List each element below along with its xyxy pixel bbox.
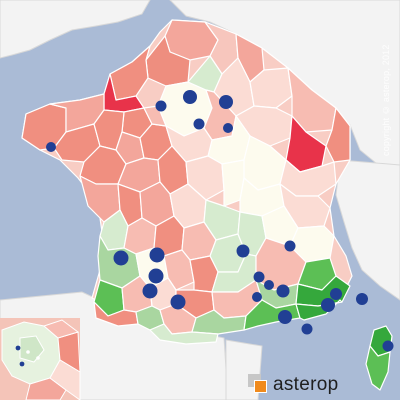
city-marker[interactable]	[149, 247, 165, 263]
city-marker[interactable]	[301, 323, 313, 335]
city-marker[interactable]	[219, 95, 233, 109]
city-marker[interactable]	[46, 142, 56, 152]
city-marker[interactable]	[264, 280, 274, 290]
city-marker[interactable]	[284, 240, 296, 252]
copyright-text: copyright © asterop, 2012	[381, 44, 391, 156]
region-ariege-aude	[149, 323, 219, 345]
asterop-logo-icon	[248, 374, 268, 394]
brand-name: asterop	[273, 373, 339, 395]
inset-region-d	[25, 377, 67, 400]
city-marker[interactable]	[223, 123, 233, 133]
inset-map[interactable]	[0, 318, 81, 400]
city-markers	[46, 90, 394, 352]
city-marker[interactable]	[278, 310, 292, 324]
inset-region-c	[43, 319, 80, 339]
inset-marker[interactable]	[19, 361, 25, 367]
city-marker[interactable]	[253, 271, 265, 283]
city-marker[interactable]	[113, 250, 129, 266]
city-marker[interactable]	[142, 283, 158, 299]
city-marker[interactable]	[236, 244, 250, 258]
city-marker[interactable]	[276, 284, 290, 298]
city-marker[interactable]	[356, 293, 368, 305]
inset-hub-marker[interactable]	[26, 350, 30, 354]
inset-region-e	[49, 359, 81, 400]
city-marker[interactable]	[183, 90, 197, 104]
switzerland-italy-landmass	[335, 159, 400, 301]
france-regions	[21, 19, 393, 391]
inset-region-a	[19, 335, 45, 363]
inset-marker[interactable]	[15, 345, 21, 351]
uk-landmass	[0, 0, 151, 59]
region-moselle	[287, 67, 337, 133]
city-marker[interactable]	[148, 268, 164, 284]
region-corsica-south	[365, 345, 391, 391]
city-marker[interactable]	[170, 294, 186, 310]
inset-hub-marker[interactable]	[36, 356, 40, 360]
city-marker[interactable]	[321, 298, 335, 312]
city-marker[interactable]	[252, 292, 262, 302]
asterop-brand[interactable]: asterop	[248, 372, 338, 396]
city-marker[interactable]	[155, 100, 167, 112]
city-marker[interactable]	[382, 340, 394, 352]
city-marker[interactable]	[193, 118, 205, 130]
city-marker[interactable]	[330, 288, 342, 300]
